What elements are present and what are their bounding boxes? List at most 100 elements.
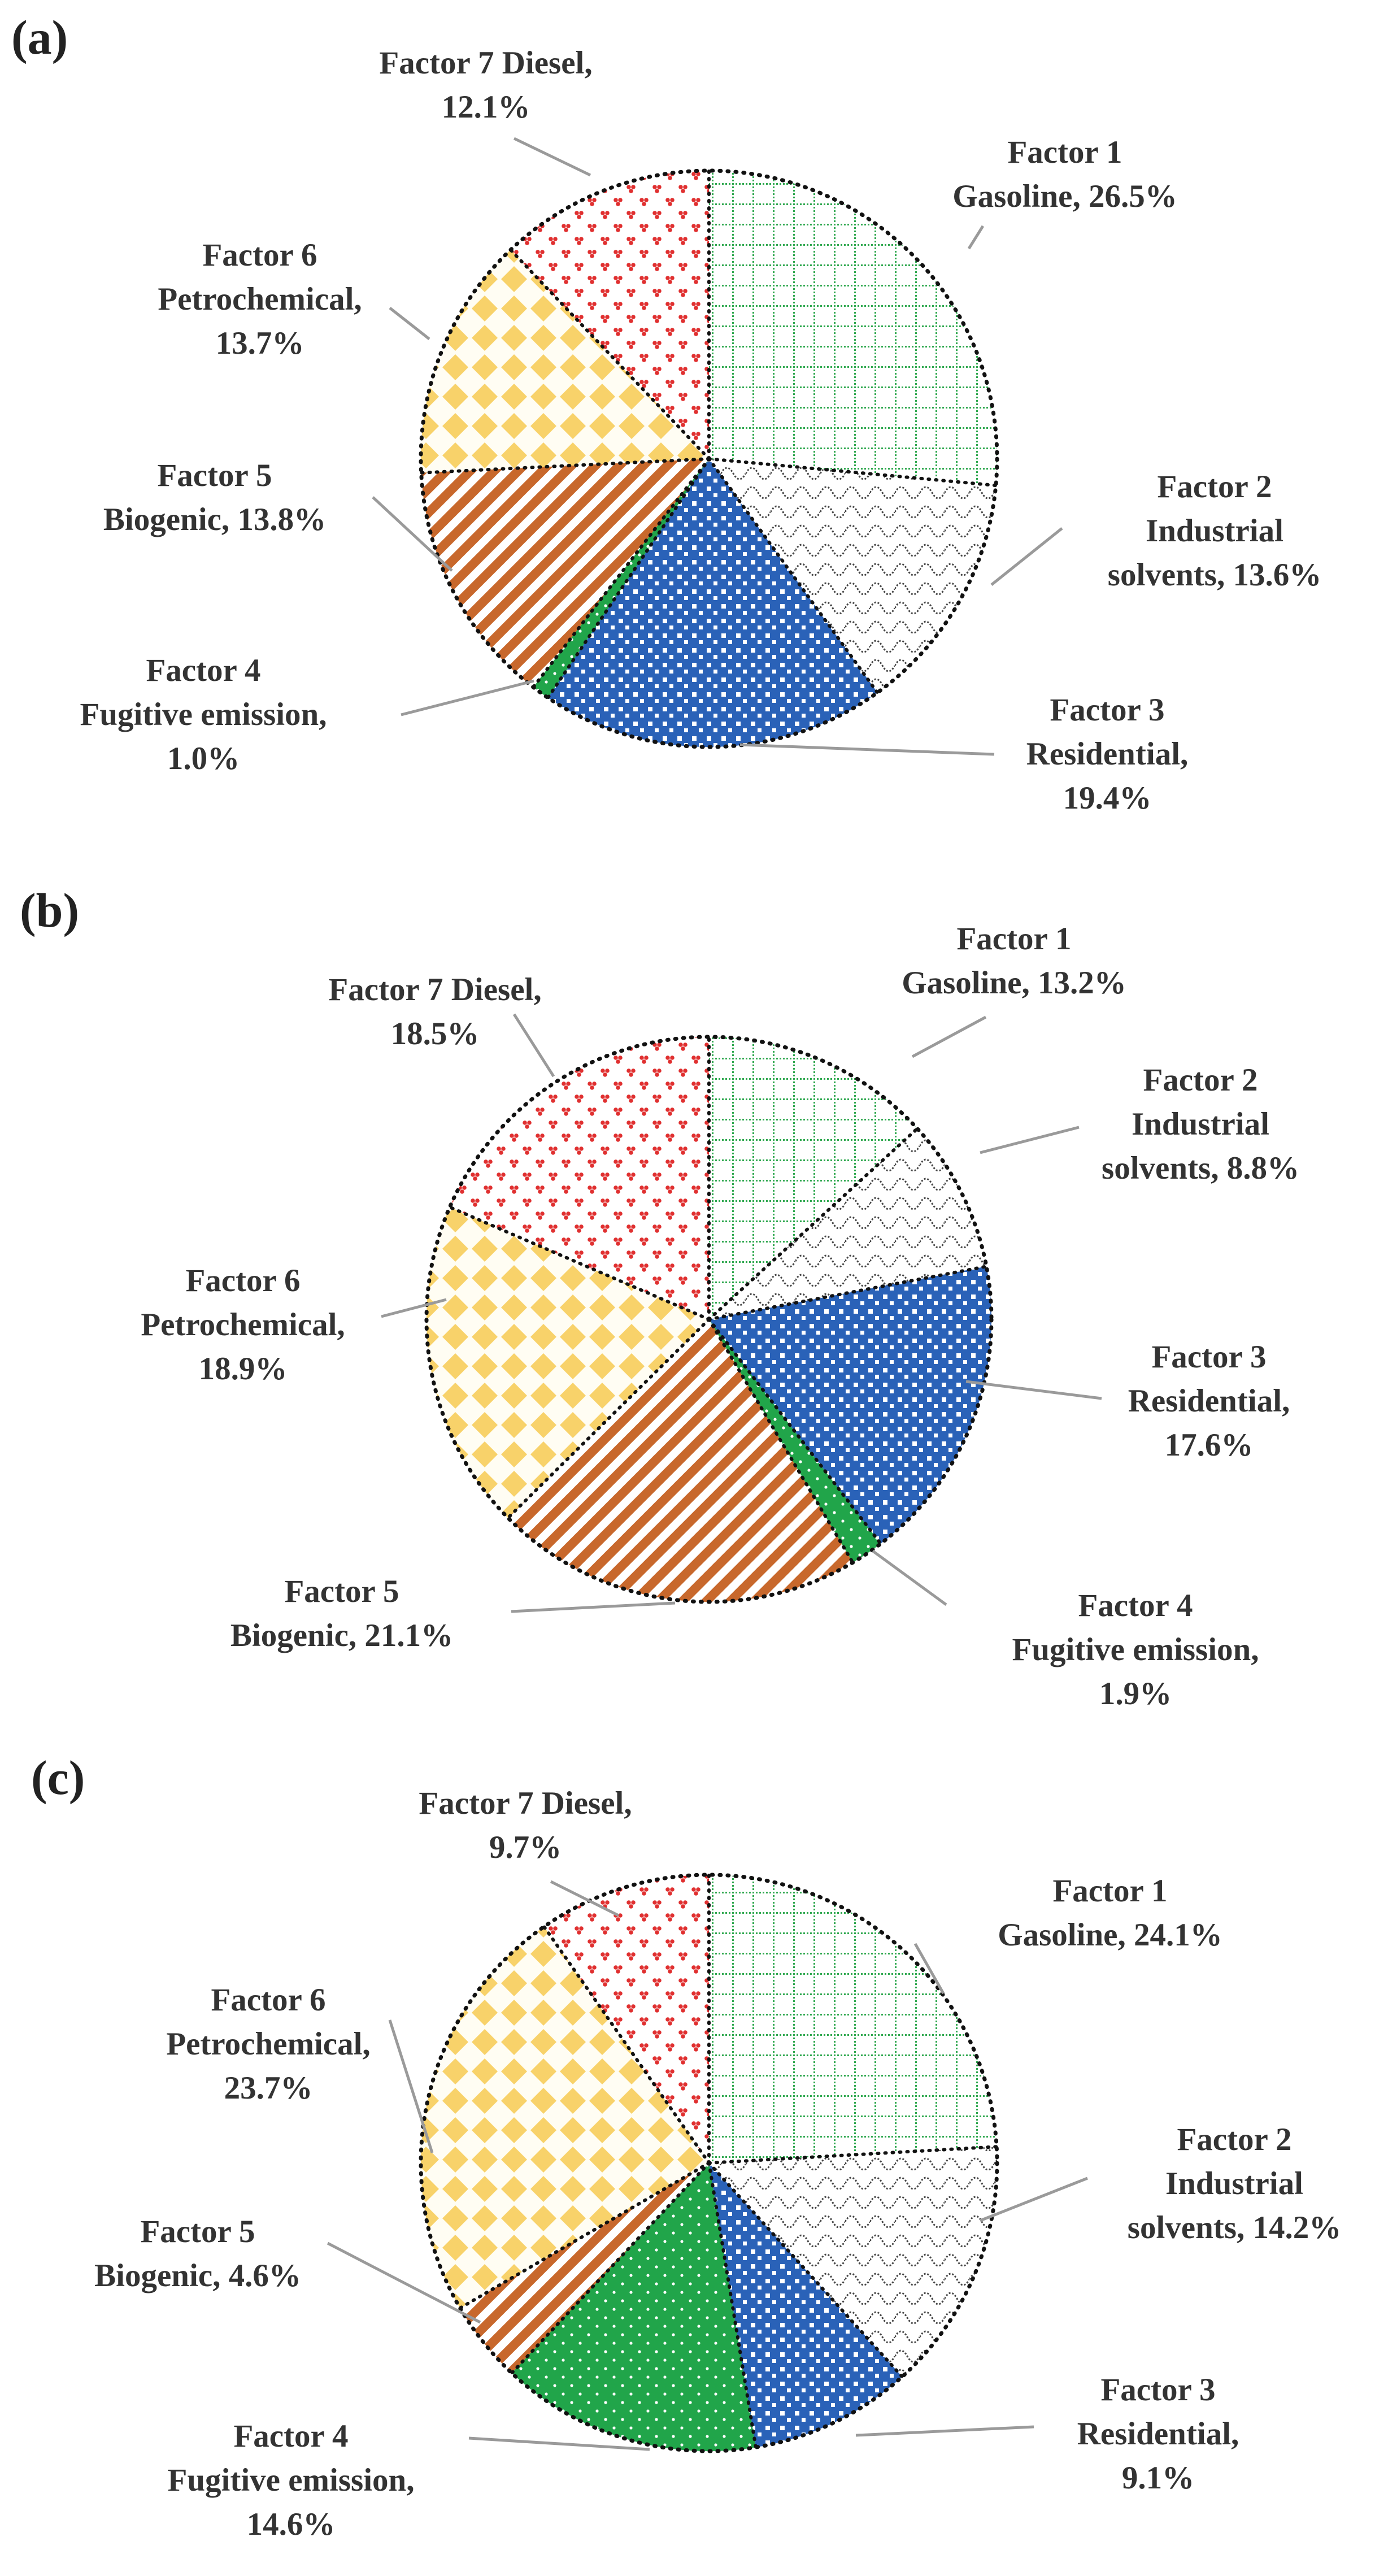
slice-label-line: Factor 1 [1007, 134, 1122, 170]
pie-slice-petrochemical [427, 1207, 709, 1518]
pie-slice-gasoline [709, 171, 998, 486]
slice-label-line: 19.4% [1063, 780, 1152, 816]
slice-label-line: Factor 4 [1078, 1588, 1193, 1623]
slice-label-diesel: Factor 7 Diesel, 12.1% [379, 45, 592, 125]
slice-label-line: solvents, 14.2% [1128, 2210, 1341, 2245]
leader-line [512, 1013, 555, 1078]
slice-label-line: Residential, [1077, 2416, 1239, 2452]
slice-label-line: Fugitive emission, [1012, 1632, 1259, 1667]
slice-label-line: Factor 5 [140, 2214, 255, 2249]
slice-label-line: Factor 6 [185, 1263, 300, 1298]
leader-line [327, 2241, 481, 2324]
pie-slice-residential [709, 2163, 903, 2448]
pie-slice-petrochemical [420, 1926, 709, 2308]
leader-line [855, 2425, 1034, 2437]
slice-label-line: 18.5% [391, 1016, 480, 1052]
slice-label-industrial: Factor 2 Industrial solvents, 8.8% [1102, 1062, 1299, 1186]
slice-label-line: Gasoline, 13.2% [902, 965, 1126, 1001]
slice-label-line: Residential, [1128, 1383, 1290, 1419]
slice-label-residential: Factor 3 Residential, 17.6% [1128, 1339, 1290, 1463]
slice-label-line: Factor 3 [1151, 1339, 1266, 1375]
leader-line [965, 1380, 1102, 1400]
pie-panel-3: (c) Factor 1 Gasoline, 24.1% Factor 2 Indust… [31, 1750, 1341, 2542]
pie-slice-biogenic [508, 1319, 853, 1602]
slice-label-gasoline: Factor 1 Gasoline, 13.2% [902, 921, 1126, 1001]
pie-slice-residential [547, 459, 878, 747]
slice-divider [506, 1318, 711, 1520]
slice-label-line: Factor 5 [284, 1574, 399, 1609]
slice-label-line: 12.1% [442, 89, 530, 125]
slice-label-industrial: Factor 2 Industrial solvents, 14.2% [1128, 2122, 1341, 2245]
pie-slice-diesel [510, 171, 709, 459]
slice-label-line: Industrial [1165, 2166, 1303, 2201]
leader-line [511, 1601, 676, 1613]
leader-line [468, 2436, 650, 2451]
slice-label-line: Petrochemical, [141, 1307, 345, 1343]
slice-label-petrochemical: Factor 6 Petrochemical, 13.7% [158, 237, 362, 361]
pie-slice-fugitive [511, 2163, 756, 2451]
slice-label-line: solvents, 13.6% [1108, 557, 1321, 593]
slice-label-line: Factor 7 Diesel, [419, 1786, 632, 1821]
leader-line [550, 1880, 620, 1917]
slice-label-line: Petrochemical, [166, 2026, 370, 2062]
slice-label-gasoline: Factor 1 Gasoline, 26.5% [952, 134, 1177, 214]
slice-label-line: 23.7% [224, 2070, 313, 2106]
slice-label-line: 9.7% [489, 1830, 562, 1865]
slice-label-line: Factor 7 Diesel, [379, 45, 592, 81]
slice-label-line: solvents, 8.8% [1102, 1150, 1299, 1186]
slice-label-line: Industrial [1146, 513, 1283, 549]
slice-label-line: 14.6% [247, 2507, 336, 2542]
slice-label-diesel: Factor 7 Diesel, 9.7% [419, 1786, 632, 1865]
slice-label-gasoline: Factor 1 Gasoline, 24.1% [998, 1873, 1222, 1953]
pie-outline [419, 168, 999, 749]
leader-line [913, 1943, 945, 1995]
slice-label-line: Gasoline, 26.5% [952, 179, 1177, 214]
leader-line [372, 496, 453, 572]
pie-slice-diesel [544, 1875, 709, 2163]
leader-line [872, 1549, 947, 1606]
slice-label-line: Factor 1 [956, 921, 1071, 957]
panel-label: (a) [11, 10, 68, 64]
pie-slice-biogenic [460, 2163, 709, 2373]
slice-label-line: Residential, [1026, 736, 1189, 772]
leader-line [990, 527, 1063, 586]
slice-label-fugitive: Factor 4 Fugitive emission, 14.6% [168, 2418, 415, 2542]
panel-label: (b) [20, 883, 79, 937]
slice-label-line: Biogenic, 13.8% [103, 502, 326, 537]
leader-line [389, 307, 430, 340]
leader-line [911, 1015, 987, 1058]
slice-label-biogenic: Factor 5 Biogenic, 21.1% [230, 1574, 453, 1653]
slice-label-diesel: Factor 7 Diesel, 18.5% [328, 972, 541, 1052]
slice-divider [448, 1205, 711, 1321]
leader-line [980, 1126, 1080, 1154]
pie-slice-industrial [709, 2147, 997, 2377]
slice-label-line: 9.1% [1122, 2460, 1194, 2496]
slice-label-fugitive: Factor 4 Fugitive emission, 1.0% [80, 653, 327, 776]
leader-line [381, 1298, 447, 1318]
slice-label-line: Factor 6 [202, 237, 317, 273]
slice-label-line: Factor 4 [233, 2418, 348, 2454]
slice-label-line: Biogenic, 4.6% [94, 2258, 301, 2293]
slice-label-biogenic: Factor 5 Biogenic, 13.8% [103, 458, 326, 537]
pie-slice-industrial [709, 459, 996, 693]
leader-line [388, 2019, 434, 2153]
slice-label-fugitive: Factor 4 Fugitive emission, 1.9% [1012, 1588, 1259, 1711]
pie-slice-industrial [709, 1128, 987, 1319]
slice-label-line: Fugitive emission, [168, 2462, 415, 2498]
slice-divider [707, 1127, 919, 1321]
slice-label-line: Factor 3 [1100, 2372, 1215, 2408]
slice-label-line: Factor 1 [1052, 1873, 1167, 1909]
leader-line [739, 743, 995, 756]
leader-line [401, 679, 534, 716]
slice-label-line: Factor 6 [211, 1982, 325, 2018]
slice-label-residential: Factor 3 Residential, 9.1% [1077, 2372, 1239, 2496]
pie-slice-fugitive [709, 1319, 881, 1563]
pie-slice-petrochemical [420, 250, 709, 473]
pie-slice-gasoline [709, 1875, 997, 2163]
slice-label-line: Factor 2 [1157, 469, 1272, 505]
pie-outline [424, 1035, 994, 1604]
slice-label-biogenic: Factor 5 Biogenic, 4.6% [94, 2214, 301, 2293]
slice-label-line: Fugitive emission, [80, 697, 327, 732]
panel-label: (c) [31, 1750, 85, 1805]
slice-divider [707, 1265, 989, 1321]
